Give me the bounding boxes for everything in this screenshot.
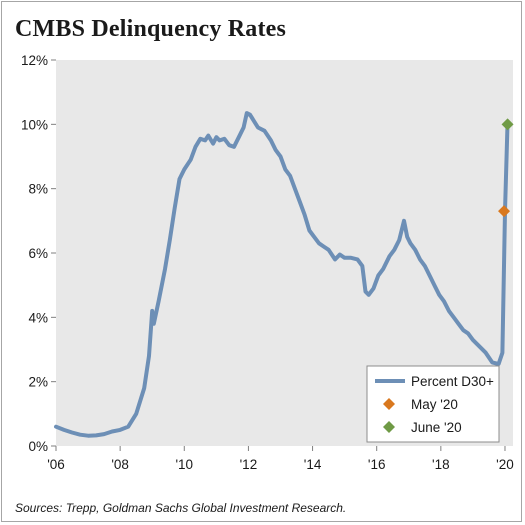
legend: Percent D30+ May '20 June '20 — [366, 365, 500, 443]
x-tick-label: '08 — [111, 457, 129, 472]
data-point-june-20 — [501, 118, 514, 131]
y-tick-label: 4% — [28, 310, 48, 325]
y-tick-label: 8% — [28, 182, 48, 197]
x-tick-label: '10 — [175, 457, 193, 472]
x-axis-ticks: '06 '08 '10 '12 '14 '16 '18 '20 — [47, 446, 514, 472]
legend-label: May '20 — [411, 397, 458, 412]
source-note: Sources: Trepp, Goldman Sachs Global Inv… — [15, 501, 347, 515]
data-point-may-20 — [498, 205, 511, 218]
x-tick-label: '18 — [432, 457, 450, 472]
chart-title: CMBS Delinquency Rates — [15, 16, 287, 42]
series-line-percent-d30 — [54, 111, 510, 438]
legend-label: June '20 — [411, 420, 462, 435]
x-tick-label: '20 — [496, 457, 514, 472]
x-tick-label: '12 — [240, 457, 258, 472]
x-tick-label: '14 — [304, 457, 322, 472]
y-tick-label: 6% — [28, 246, 48, 261]
legend-swatch-marker — [383, 398, 395, 410]
y-axis-ticks: 0% 2% 4% 6% 8% 10% 12% — [21, 53, 56, 454]
x-tick-label: '16 — [368, 457, 386, 472]
legend-label: Percent D30+ — [411, 374, 494, 389]
y-tick-label: 2% — [28, 375, 48, 390]
y-tick-label: 12% — [21, 53, 48, 68]
series-markers — [498, 118, 514, 218]
x-tick-label: '06 — [47, 457, 65, 472]
y-tick-label: 10% — [21, 117, 48, 132]
y-tick-label: 0% — [28, 439, 48, 454]
legend-swatch-marker — [383, 421, 395, 433]
